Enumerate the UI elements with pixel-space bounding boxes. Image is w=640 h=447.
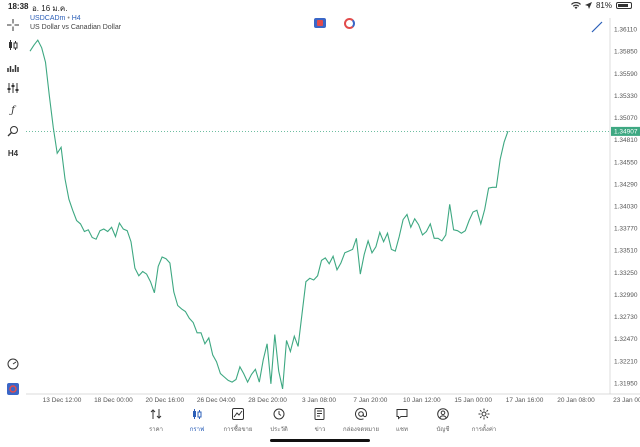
symbol-timeframe: H4 <box>71 15 81 22</box>
time-axis: 13 Dec 12:00 18 Dec 00:00 20 Dec 16:00 26 D… <box>43 397 640 404</box>
time-tick-label: 13 Dec 12:00 <box>43 397 82 404</box>
separator-dot: • <box>67 15 72 22</box>
symbol-line[interactable]: USDCADm • H4 <box>30 14 121 23</box>
news-icon <box>313 407 327 421</box>
time-tick-label: 15 Jan 00:00 <box>454 397 492 404</box>
time-tick-label: 3 Jan 08:00 <box>302 397 336 404</box>
trade-icon <box>231 407 245 421</box>
history-icon <box>272 407 286 421</box>
candlestick-icon[interactable] <box>6 38 20 52</box>
settings-icon <box>477 407 491 421</box>
price-chart[interactable]: 1.36110 1.35850 1.35590 1.35330 1.35070 1.348… <box>0 0 640 405</box>
status-date: อ. 16 ม.ค. <box>32 4 68 13</box>
price-tick-label: 1.32470 <box>614 336 638 343</box>
time-tick-label: 10 Jan 12:00 <box>403 397 441 404</box>
status-time: 18:38 <box>8 2 29 11</box>
nav-label: การซื้อขาย <box>223 427 253 433</box>
price-tick-label: 1.32210 <box>614 358 638 365</box>
price-tick-label: 1.34030 <box>614 204 638 211</box>
volume-bars-icon[interactable] <box>6 60 20 74</box>
quotes-icon <box>149 407 163 421</box>
nav-label: ประวัติ <box>270 427 288 433</box>
time-tick-label: 26 Dec 04:00 <box>197 397 236 404</box>
nav-history[interactable]: ประวัติ <box>259 405 300 447</box>
price-tick-label: 1.35330 <box>614 93 638 100</box>
nav-label: ข่าว <box>314 427 326 433</box>
nav-label: ราคา <box>149 427 163 433</box>
status-indicators: 81% <box>570 1 632 10</box>
price-tick-label: 1.32990 <box>614 292 638 299</box>
broker-logo-icon[interactable] <box>6 382 20 396</box>
nav-mailbox[interactable]: กล่องจดหมาย <box>341 405 382 447</box>
nav-label: กล่องจดหมาย <box>342 427 380 433</box>
chart-icon <box>190 407 204 421</box>
nav-label: บัญชี <box>436 427 450 433</box>
nav-label: กราฟ <box>189 427 205 433</box>
price-tick-label: 1.36110 <box>614 27 637 34</box>
timeframe-button[interactable]: H4 <box>7 148 19 158</box>
price-series-line <box>29 39 509 390</box>
account-icon <box>436 407 450 421</box>
price-axis: 1.36110 1.35850 1.35590 1.35330 1.35070 1.348… <box>614 27 638 388</box>
price-tick-label: 1.35590 <box>614 71 638 78</box>
price-tick-label: 1.34290 <box>614 181 638 188</box>
nav-quotes[interactable]: ราคา <box>136 405 177 447</box>
location-icon <box>584 2 592 9</box>
time-tick-label: 18 Dec 00:00 <box>94 397 133 404</box>
price-tick-label: 1.34810 <box>614 137 638 144</box>
status-bar: 18:38 อ. 16 ม.ค. 81% <box>0 0 640 14</box>
nav-trade[interactable]: การซื้อขาย <box>218 405 259 447</box>
symbol-description: US Dollar vs Canadian Dollar <box>30 24 122 31</box>
price-tick-label: 1.33250 <box>614 270 638 277</box>
nav-chart[interactable]: กราฟ <box>177 405 218 447</box>
top-badges <box>314 18 355 29</box>
nav-account[interactable]: บัญชี <box>423 405 464 447</box>
price-tick-label: 1.33510 <box>614 248 638 255</box>
time-tick-label: 20 Dec 16:00 <box>145 397 184 404</box>
chat-icon <box>395 407 409 421</box>
nav-label: แชท <box>396 427 408 433</box>
speedometer-icon[interactable] <box>6 357 20 371</box>
nav-chat[interactable]: แชท <box>382 405 423 447</box>
function-icon[interactable]: ƒ <box>11 104 15 116</box>
nav-settings[interactable]: การตั้งค่า <box>464 405 505 447</box>
bottom-navigation: ราคา กราฟ การซื้อขาย ประวัติ ข่าว กล่องจดหมาย… <box>0 405 640 447</box>
symbol-name: USDCADm <box>30 15 66 22</box>
time-tick-label: 17 Jan 16:00 <box>506 397 544 404</box>
price-tick-label: 1.35850 <box>614 49 638 56</box>
current-price-tag: 1.34907 <box>611 126 640 136</box>
price-tick-label: 1.34550 <box>614 159 638 166</box>
crosshair-icon[interactable] <box>6 18 20 32</box>
time-tick-label: 23 Jan 00 <box>613 397 640 404</box>
signal-icon[interactable] <box>344 18 355 29</box>
time-tick-label: 7 Jan 20:00 <box>353 397 387 404</box>
wifi-icon <box>570 1 581 9</box>
price-tick-label: 1.35070 <box>614 115 638 122</box>
price-tick-label: 1.32730 <box>614 314 638 321</box>
battery-percent: 81% <box>595 1 612 10</box>
home-indicator <box>270 439 370 442</box>
nav-news[interactable]: ข่าว <box>300 405 341 447</box>
time-tick-label: 28 Dec 20:00 <box>248 397 287 404</box>
drawing-tool-icon[interactable] <box>6 124 20 138</box>
price-tick-label: 1.33770 <box>614 226 638 233</box>
one-click-trading-icon[interactable] <box>314 18 326 28</box>
battery-icon <box>616 2 632 9</box>
chart-toolbar: ƒ H4 <box>0 14 26 396</box>
current-price-label: 1.34907 <box>614 129 638 136</box>
trendline-tool-icon[interactable] <box>591 21 603 33</box>
indicator-settings-icon[interactable] <box>6 81 20 95</box>
time-tick-label: 20 Jan 08:00 <box>557 397 595 404</box>
mailbox-icon <box>354 407 368 421</box>
price-tick-label: 1.31950 <box>614 380 638 387</box>
nav-label: การตั้งค่า <box>471 427 497 433</box>
chart-header: USDCADm • H4 US Dollar vs Canadian Dolla… <box>30 14 121 32</box>
